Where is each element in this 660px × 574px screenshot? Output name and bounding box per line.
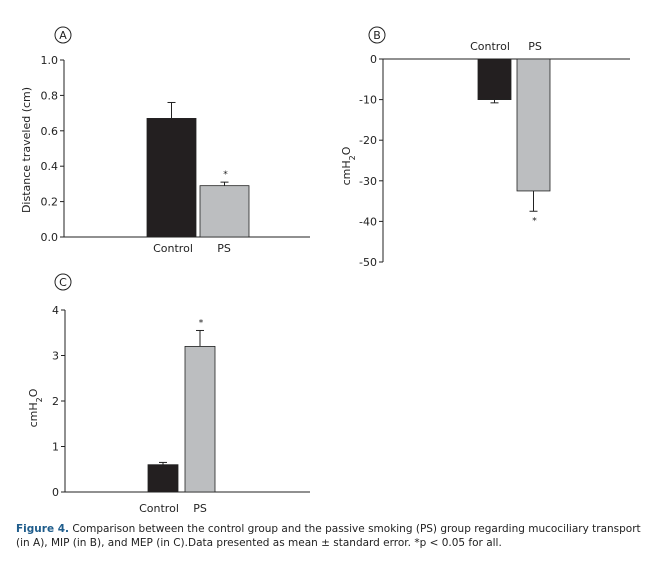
panel-a-y-tick-label: 0.6 (41, 125, 59, 138)
panel-a-y-tick-label: 0.2 (41, 196, 59, 209)
panel-b-y-tick-label: -30 (359, 175, 377, 188)
panel-b-y-tick-label: -20 (359, 134, 377, 147)
panel-c-y-tick-label: 2 (52, 395, 59, 408)
panel-b-chart: B 0 -10 -20 -30 -40 -50 cmH2O Control * PS (340, 26, 630, 269)
panel-a-y-tick-label: 1.0 (41, 54, 59, 67)
caption-text: Comparison between the control group and… (16, 523, 641, 549)
panel-b-significance-marker: * (532, 216, 537, 226)
panel-a-letter-circle (54, 26, 72, 44)
panel-b-letter-circle (368, 26, 386, 44)
panel-c-y-tick-label: 3 (52, 350, 59, 363)
panel-a-y-tick-label: 0.4 (41, 160, 59, 173)
panel-b-y-tick-label: -10 (359, 94, 377, 107)
panel-a-significance-marker: * (223, 170, 228, 180)
panel-c-bar-control (147, 464, 179, 493)
panel-a-y-tick-label: 0.8 (41, 89, 59, 102)
panel-c-y-axis-label: cmH2O (27, 388, 44, 427)
panel-c-significance-marker: * (199, 318, 204, 328)
panel-c-bar-ps (184, 345, 216, 493)
panel-c-letter-circle (54, 273, 72, 291)
panel-a-letter: A (59, 29, 67, 42)
panel-c-category-label: PS (193, 502, 207, 515)
panel-a-category-label: Control (153, 242, 193, 255)
panel-a-bar-ps (199, 185, 250, 238)
panel-b-bar-control (477, 58, 512, 100)
panel-c-category-label: Control (139, 502, 179, 515)
panel-b-y-tick-label: 0 (370, 53, 377, 66)
panel-b-category-label: Control (470, 40, 510, 53)
figure-caption: Figure 4. Comparison between the control… (16, 522, 648, 550)
panel-a-y-axis-label: Distance traveled (cm) (20, 87, 33, 213)
panel-b-letter: B (373, 29, 381, 42)
panel-c-y-tick-label: 1 (52, 441, 59, 454)
panel-a-category-label: PS (217, 242, 231, 255)
panel-b-y-tick-label: -40 (359, 215, 377, 228)
panel-b-bar-ps (516, 58, 551, 192)
panel-b-y-tick-label: -50 (359, 256, 377, 269)
panel-a-chart: A 0.0 0.2 0.4 0.6 0.8 1.0 Distance traveled (cm… (20, 26, 310, 255)
panel-a-y-tick-label: 0.0 (41, 231, 59, 244)
panel-c-y-tick-label: 0 (52, 486, 59, 499)
panel-c-y-tick-label: 4 (52, 304, 59, 317)
panel-a-bar-control (146, 118, 197, 238)
panel-b-category-label: PS (528, 40, 542, 53)
panel-b-y-axis-label: cmH2O (340, 146, 357, 185)
caption-lead: Figure 4. (16, 523, 70, 535)
panel-c-letter: C (59, 276, 67, 289)
panel-c-chart: C 0 1 2 3 4 cmH2O Control * PS (27, 273, 310, 515)
